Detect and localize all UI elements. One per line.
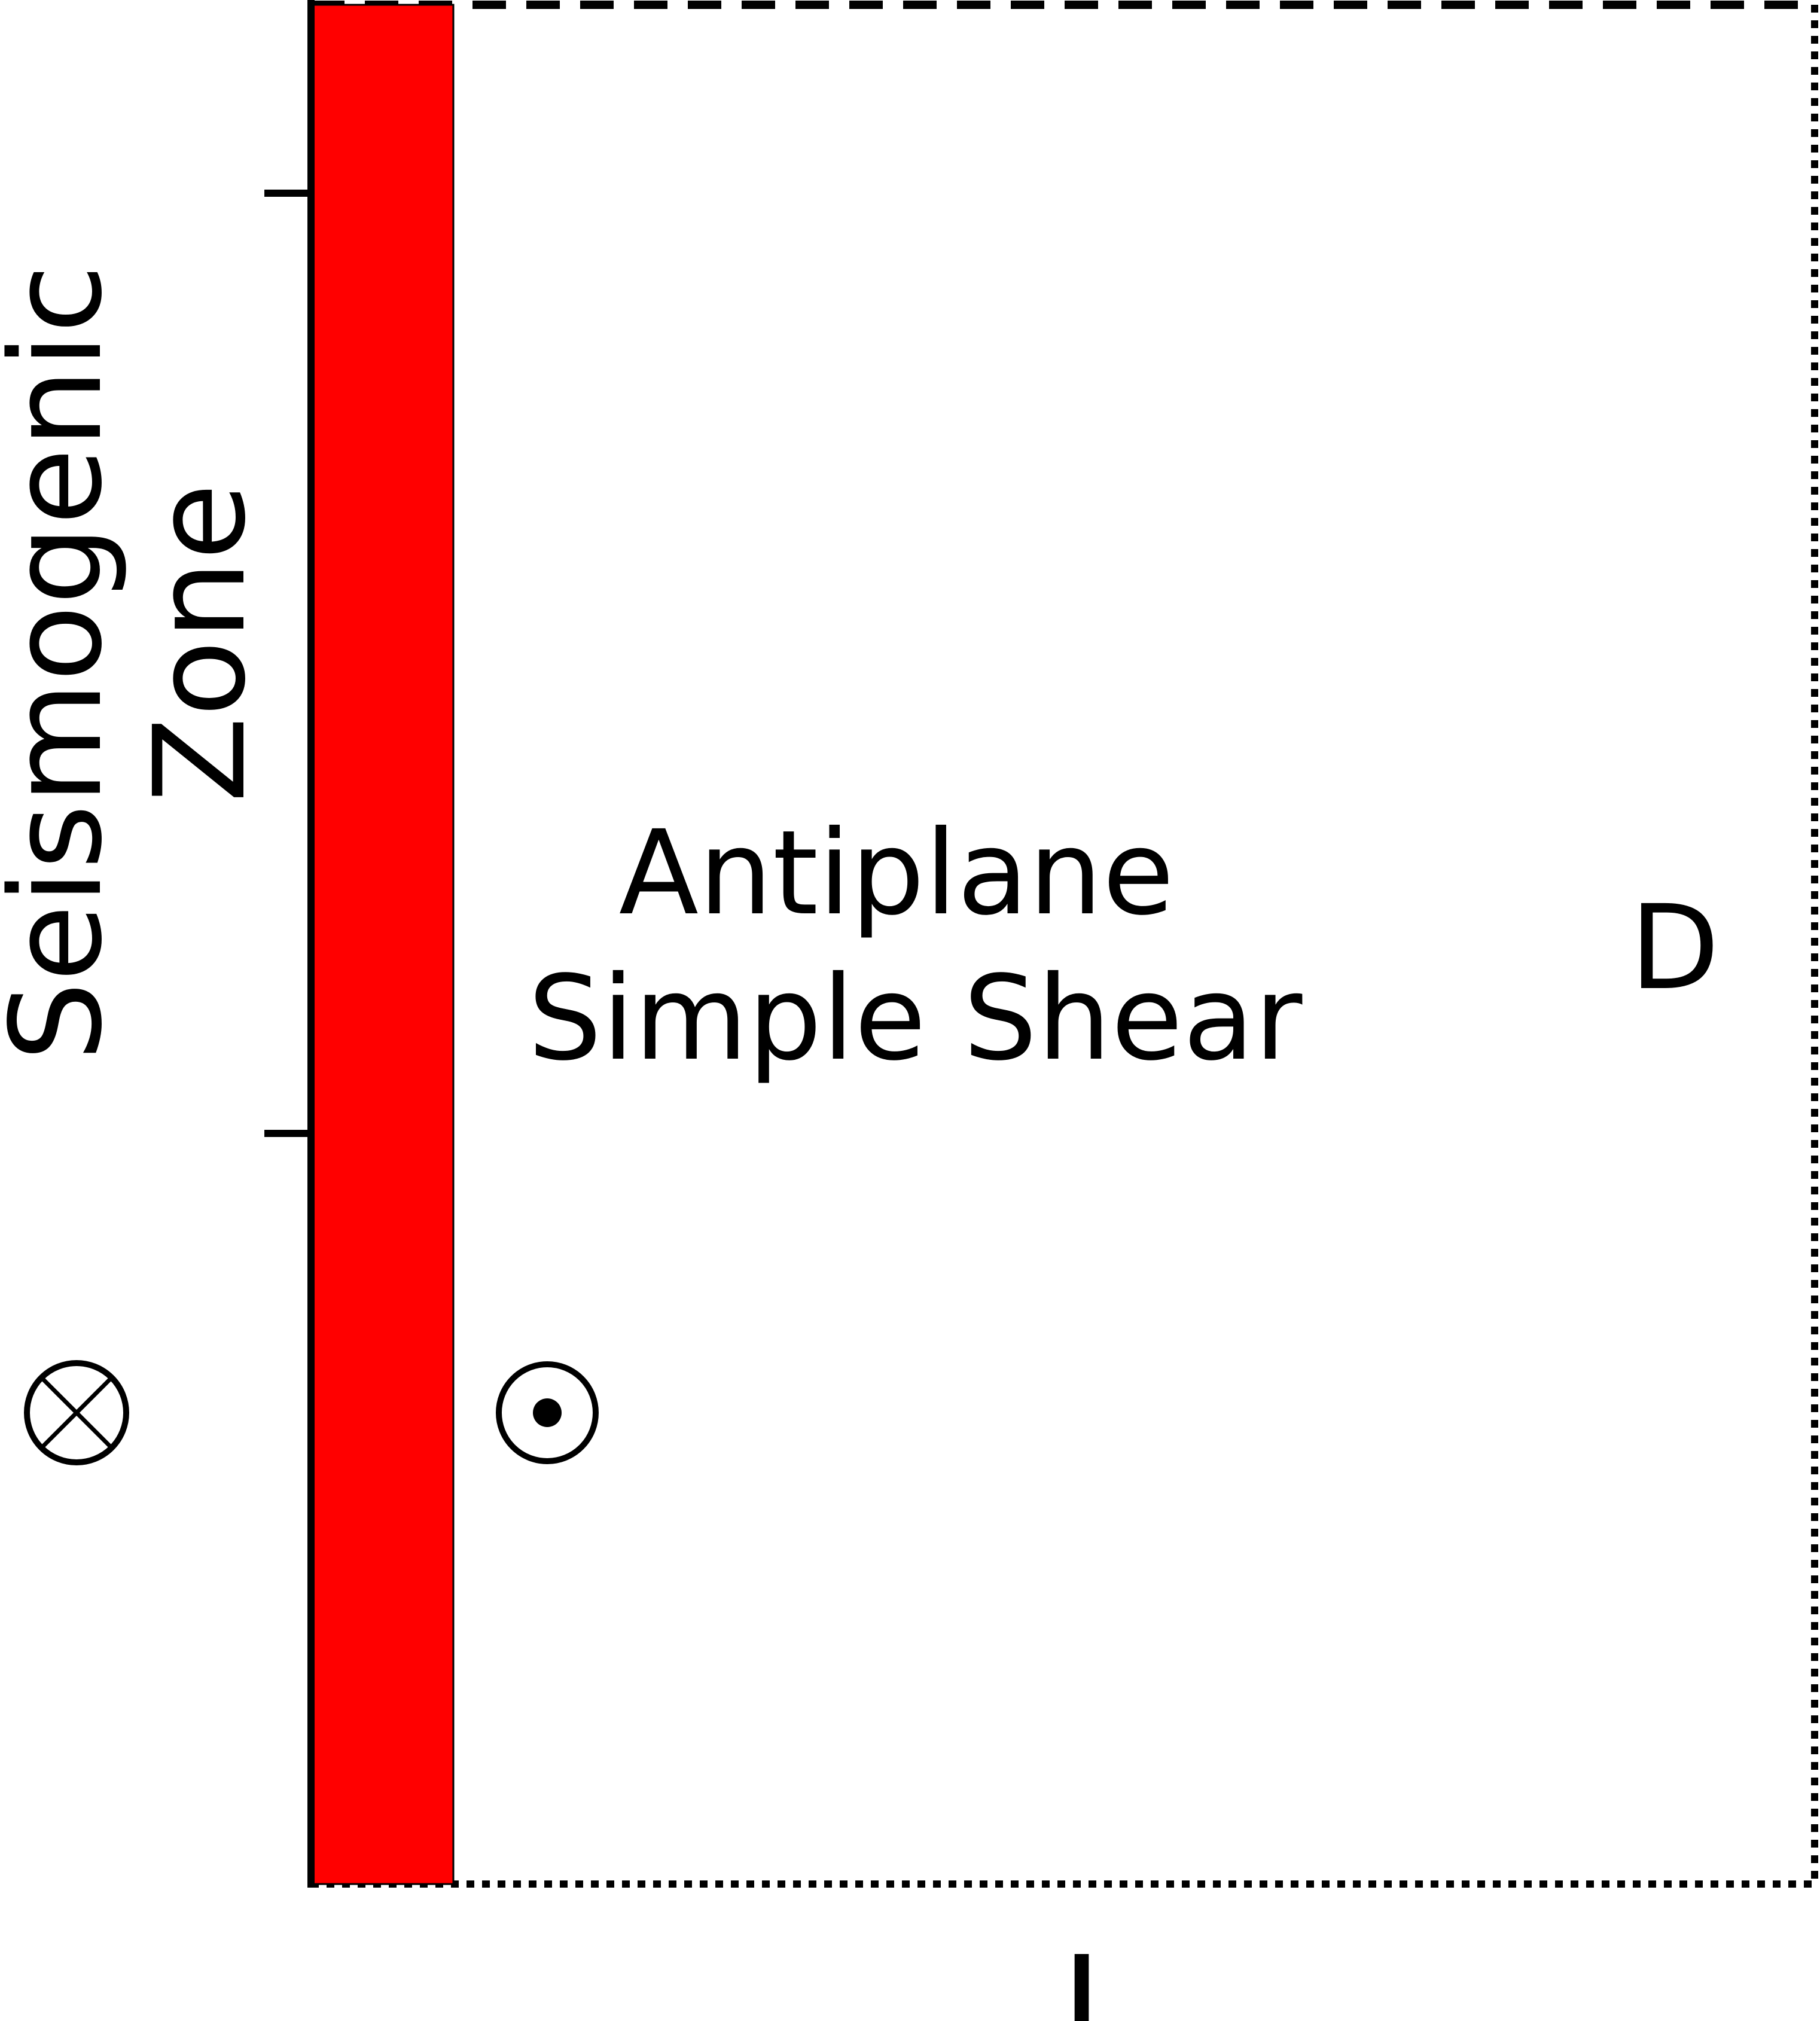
antiplane-simple-shear-label: Antiplane Simple Shear bbox=[528, 805, 1303, 1086]
depth-label: D bbox=[1630, 880, 1720, 1016]
seismogenic-zone-label: Seismogenic Zone bbox=[0, 224, 273, 1061]
into-page-icon bbox=[24, 1360, 129, 1465]
length-label: L bbox=[1060, 1925, 1141, 2021]
center-label-line2: Simple Shear bbox=[528, 950, 1303, 1086]
side-label-line2: Zone bbox=[127, 483, 273, 803]
seismogenic-zone-bar bbox=[310, 4, 455, 1885]
out-of-page-icon bbox=[496, 1361, 599, 1464]
side-label-line1: Seismogenic bbox=[0, 264, 130, 1062]
center-label-line1: Antiplane bbox=[619, 805, 1175, 941]
